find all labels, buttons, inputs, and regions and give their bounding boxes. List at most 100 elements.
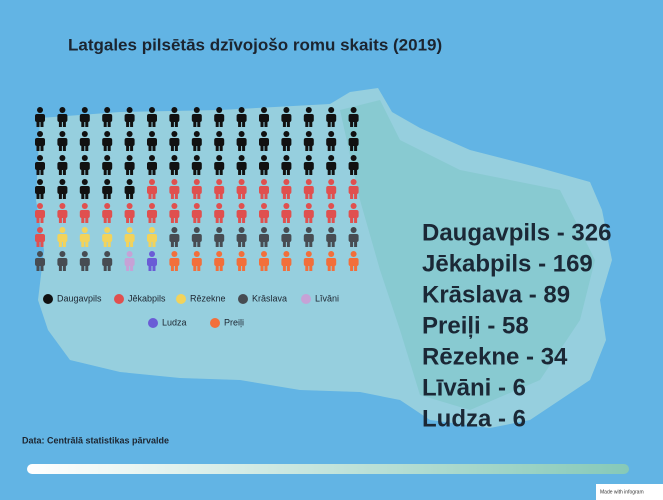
icon-body	[281, 162, 292, 170]
icon-leg	[264, 193, 268, 199]
icon-leg	[148, 217, 152, 223]
icon-leg	[219, 121, 223, 127]
icon-leg	[107, 121, 111, 127]
icon-body	[169, 162, 180, 170]
icon-body	[124, 162, 135, 170]
icon-leg	[40, 193, 44, 199]
icon-leg	[107, 265, 111, 271]
icon-head	[171, 203, 178, 209]
icon-head	[171, 107, 178, 113]
icon-leg	[62, 241, 66, 247]
icon-head	[81, 227, 88, 233]
total-label: Rēzekne - 34	[422, 343, 568, 370]
icon-body	[348, 114, 359, 122]
icon-head	[193, 155, 200, 161]
icon-leg	[103, 193, 107, 199]
icon-leg	[238, 121, 242, 127]
icon-leg	[260, 169, 264, 175]
icon-leg	[148, 265, 152, 271]
icon-leg	[238, 193, 242, 199]
icon-head	[261, 131, 267, 137]
person-icon	[281, 227, 292, 247]
icon-body	[169, 186, 180, 194]
icon-leg	[350, 265, 354, 271]
icon-head	[238, 251, 245, 257]
icon-head	[104, 107, 111, 113]
icon-leg	[219, 217, 223, 223]
icon-leg	[286, 145, 290, 151]
icon-body	[147, 162, 157, 170]
person-icon	[281, 155, 292, 175]
person-icon	[236, 227, 247, 247]
icon-body	[281, 186, 292, 194]
icon-body	[191, 258, 202, 266]
person-icon	[326, 131, 337, 151]
icon-head	[328, 179, 335, 185]
icon-leg	[81, 265, 85, 271]
person-icon	[35, 107, 45, 127]
icon-head	[305, 203, 312, 209]
icon-body	[326, 234, 337, 242]
icon-head	[328, 107, 335, 113]
person-icon	[57, 227, 68, 247]
icon-head	[238, 203, 245, 209]
icon-body	[214, 162, 225, 170]
icon-head	[238, 179, 245, 185]
person-icon	[303, 227, 314, 247]
icon-leg	[282, 169, 286, 175]
icon-leg	[309, 121, 313, 127]
icon-leg	[309, 169, 313, 175]
icon-body	[281, 234, 292, 242]
icon-leg	[170, 121, 174, 127]
person-icon	[102, 203, 113, 223]
icon-head	[171, 131, 178, 137]
icon-leg	[327, 145, 331, 151]
icon-leg	[152, 169, 156, 175]
person-icon	[35, 155, 45, 175]
person-icon	[124, 107, 135, 127]
icon-head	[283, 203, 290, 209]
icon-leg	[58, 145, 62, 151]
icon-leg	[215, 169, 219, 175]
icon-leg	[193, 193, 197, 199]
icon-head	[350, 203, 357, 209]
person-icon	[57, 179, 68, 199]
icon-body	[214, 138, 225, 146]
icon-leg	[152, 121, 156, 127]
icon-leg	[40, 121, 44, 127]
icon-leg	[152, 217, 156, 223]
icon-leg	[193, 241, 197, 247]
icon-leg	[170, 241, 174, 247]
person-icon	[326, 251, 337, 271]
person-icon	[281, 179, 292, 199]
icon-leg	[58, 193, 62, 199]
icon-leg	[219, 265, 223, 271]
icon-head	[305, 251, 312, 257]
icon-leg	[126, 217, 130, 223]
icon-body	[102, 138, 113, 146]
icon-leg	[215, 217, 219, 223]
icon-body	[79, 234, 90, 242]
icon-leg	[238, 265, 242, 271]
total-label: Līvāni - 6	[422, 374, 526, 401]
icon-leg	[197, 145, 201, 151]
icon-body	[147, 114, 157, 122]
icon-leg	[305, 241, 309, 247]
icon-leg	[354, 121, 358, 127]
icon-leg	[286, 265, 290, 271]
icon-body	[326, 114, 337, 122]
icon-leg	[85, 241, 89, 247]
icon-leg	[130, 217, 134, 223]
icon-leg	[331, 265, 335, 271]
icon-head	[216, 203, 223, 209]
icon-leg	[238, 217, 242, 223]
icon-body	[348, 234, 359, 242]
icon-leg	[170, 145, 174, 151]
icon-leg	[148, 145, 152, 151]
icon-leg	[126, 121, 130, 127]
icon-leg	[242, 169, 246, 175]
icon-leg	[103, 265, 107, 271]
person-icon	[79, 227, 90, 247]
icon-head	[216, 227, 223, 233]
icon-leg	[174, 217, 178, 223]
